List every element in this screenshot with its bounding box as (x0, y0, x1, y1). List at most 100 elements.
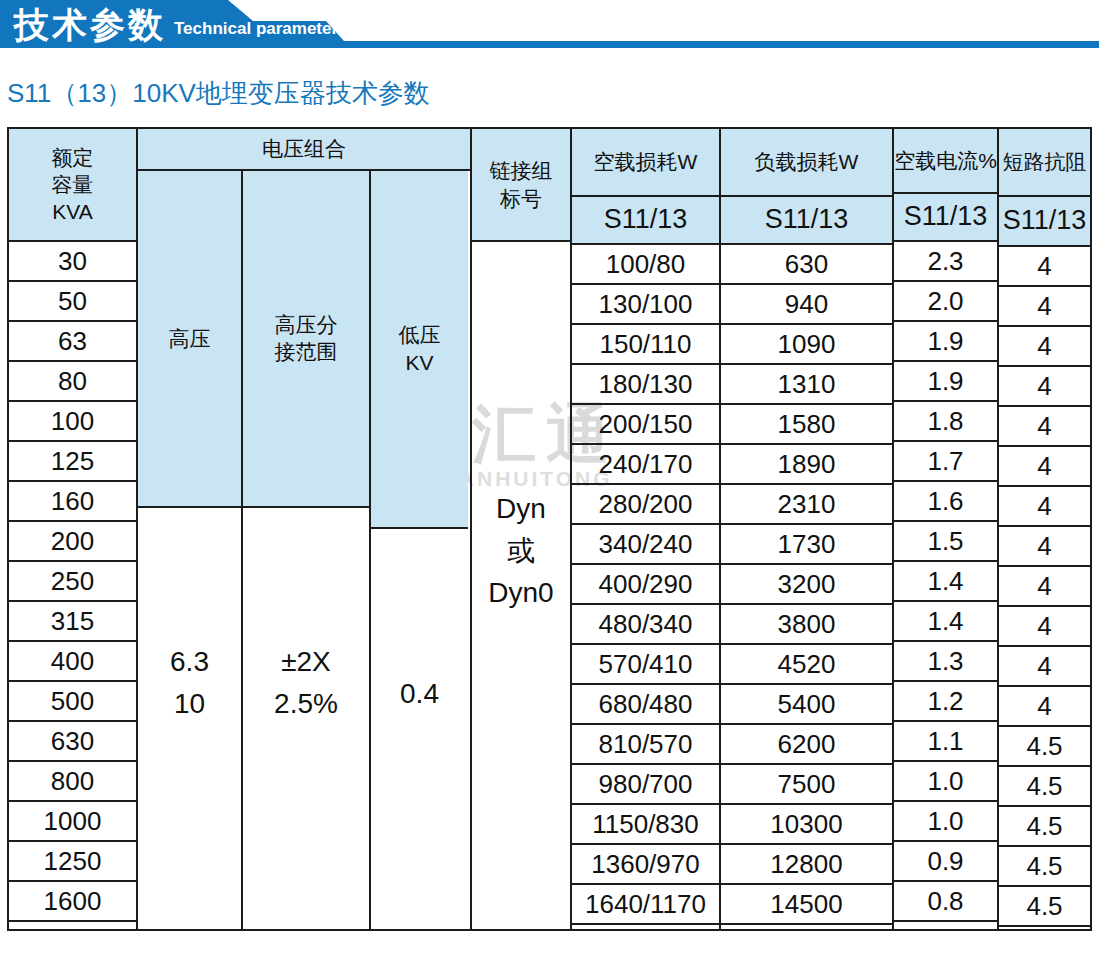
impedance-cell: 4 (999, 247, 1090, 287)
no-load-loss-values: 100/80130/100150/110180/130200/150240/17… (572, 245, 719, 925)
no-load-loss-cell: 240/170 (572, 445, 719, 485)
hv-value: 6.3 10 (138, 508, 241, 930)
load-loss-cell: 1090 (721, 325, 892, 365)
no-load-current-cell: 1.9 (894, 322, 997, 362)
no-load-current-cell: 1.4 (894, 562, 997, 602)
no-load-current-cell: 1.9 (894, 362, 997, 402)
impedance-cell: 4.5 (999, 847, 1090, 887)
load-loss-cell: 1580 (721, 405, 892, 445)
no-load-current-column: 空载电流% S11/13 2.32.01.91.91.81.71.61.51.4… (894, 129, 999, 929)
load-loss-cell: 2310 (721, 485, 892, 525)
no-load-current-cell: 1.2 (894, 682, 997, 722)
column-filler (572, 925, 719, 929)
impedance-series-subheader: S11/13 (999, 197, 1090, 247)
hv-tap-column: 高压分 接范围 ±2X 2.5% (243, 171, 371, 929)
capacity-cell: 400 (9, 642, 136, 682)
load-loss-cell: 4520 (721, 645, 892, 685)
column-filler (894, 922, 997, 929)
impedance-cell: 4 (999, 687, 1090, 727)
no-load-loss-cell: 480/340 (572, 605, 719, 645)
capacity-cell: 160 (9, 482, 136, 522)
load-loss-cell: 630 (721, 245, 892, 285)
impedance-cell: 4.5 (999, 807, 1090, 847)
no-load-current-values: 2.32.01.91.91.81.71.61.51.41.41.31.21.11… (894, 242, 997, 922)
no-load-current-cell: 1.3 (894, 642, 997, 682)
no-load-current-cell: 2.3 (894, 242, 997, 282)
voltage-subcolumns: 高压 6.3 10 高压分 接范围 ±2X 2.5% 低压 KV 0.4 (138, 171, 470, 929)
no-load-current-cell: 1.5 (894, 522, 997, 562)
load-loss-cell: 14500 (721, 885, 892, 925)
capacity-cell: 1250 (9, 842, 136, 882)
impedance-cell: 4 (999, 287, 1090, 327)
connection-header: 链接组 标号 (472, 129, 570, 242)
no-load-loss-header: 空载损耗W (572, 129, 719, 197)
banner: 技术参数 Technical parameter (0, 0, 1099, 48)
capacity-cell: 800 (9, 762, 136, 802)
capacity-cell: 250 (9, 562, 136, 602)
capacity-cell: 100 (9, 402, 136, 442)
impedance-column: 短路抗阻 S11/13 4444444444444.54.54.54.54.5 (999, 129, 1090, 929)
no-load-loss-cell: 100/80 (572, 245, 719, 285)
no-load-current-cell: 1.0 (894, 762, 997, 802)
capacity-cell: 1600 (9, 882, 136, 922)
capacity-cell: 63 (9, 322, 136, 362)
banner-title: 技术参数 (14, 2, 166, 49)
load-loss-cell: 5400 (721, 685, 892, 725)
capacity-values: 3050638010012516020025031540050063080010… (9, 242, 136, 922)
impedance-cell: 4 (999, 647, 1090, 687)
no-load-loss-cell: 180/130 (572, 365, 719, 405)
load-loss-cell: 10300 (721, 805, 892, 845)
no-load-current-cell: 0.9 (894, 842, 997, 882)
hv-header: 高压 (138, 171, 241, 508)
capacity-cell: 500 (9, 682, 136, 722)
no-load-current-series-subheader: S11/13 (894, 194, 997, 242)
capacity-cell: 30 (9, 242, 136, 282)
load-loss-cell: 3800 (721, 605, 892, 645)
no-load-loss-cell: 400/290 (572, 565, 719, 605)
column-filler (999, 927, 1090, 929)
impedance-cell: 4 (999, 327, 1090, 367)
impedance-cell: 4 (999, 447, 1090, 487)
load-loss-header: 负载损耗W (721, 129, 892, 197)
load-loss-cell: 1890 (721, 445, 892, 485)
parameters-table: 额定 容量 KVA 305063801001251602002503154005… (7, 127, 1092, 931)
connection-column: 链接组 标号 Dyn 或 Dyn0 (472, 129, 572, 929)
no-load-loss-cell: 200/150 (572, 405, 719, 445)
lv-column: 低压 KV 0.4 (371, 171, 468, 929)
no-load-loss-cell: 570/410 (572, 645, 719, 685)
load-loss-column: 负载损耗W S11/13 630940109013101580189023101… (721, 129, 894, 929)
impedance-cell: 4 (999, 607, 1090, 647)
no-load-loss-cell: 130/100 (572, 285, 719, 325)
capacity-cell: 315 (9, 602, 136, 642)
load-loss-cell: 940 (721, 285, 892, 325)
hv-column: 高压 6.3 10 (138, 171, 243, 929)
no-load-loss-cell: 340/240 (572, 525, 719, 565)
impedance-values: 4444444444444.54.54.54.54.5 (999, 247, 1090, 927)
no-load-loss-cell: 280/200 (572, 485, 719, 525)
no-load-loss-column: 空载损耗W S11/13 100/80130/100150/110180/130… (572, 129, 721, 929)
no-load-current-cell: 1.4 (894, 602, 997, 642)
lv-value: 0.4 (371, 529, 468, 930)
load-loss-cell: 1730 (721, 525, 892, 565)
impedance-cell: 4.5 (999, 887, 1090, 927)
no-load-current-cell: 1.6 (894, 482, 997, 522)
no-load-loss-cell: 980/700 (572, 765, 719, 805)
no-load-loss-cell: 1150/830 (572, 805, 719, 845)
impedance-cell: 4.5 (999, 727, 1090, 767)
lv-header: 低压 KV (371, 171, 468, 529)
load-loss-cell: 12800 (721, 845, 892, 885)
page-title: S11（13）10KV地埋变压器技术参数 (7, 76, 430, 111)
no-load-current-cell: 1.7 (894, 442, 997, 482)
impedance-header: 短路抗阻 (999, 129, 1090, 197)
capacity-cell: 200 (9, 522, 136, 562)
load-loss-cell: 7500 (721, 765, 892, 805)
voltage-group-columns: 电压组合 高压 6.3 10 高压分 接范围 ±2X 2.5% 低压 KV 0.… (138, 129, 472, 929)
no-load-loss-cell: 1360/970 (572, 845, 719, 885)
hv-tap-header: 高压分 接范围 (243, 171, 369, 508)
voltage-group-header: 电压组合 (138, 129, 470, 171)
load-loss-cell: 6200 (721, 725, 892, 765)
no-load-loss-cell: 1640/1170 (572, 885, 719, 925)
hv-tap-value: ±2X 2.5% (243, 508, 369, 930)
column-filler (721, 925, 892, 929)
no-load-loss-cell: 680/480 (572, 685, 719, 725)
